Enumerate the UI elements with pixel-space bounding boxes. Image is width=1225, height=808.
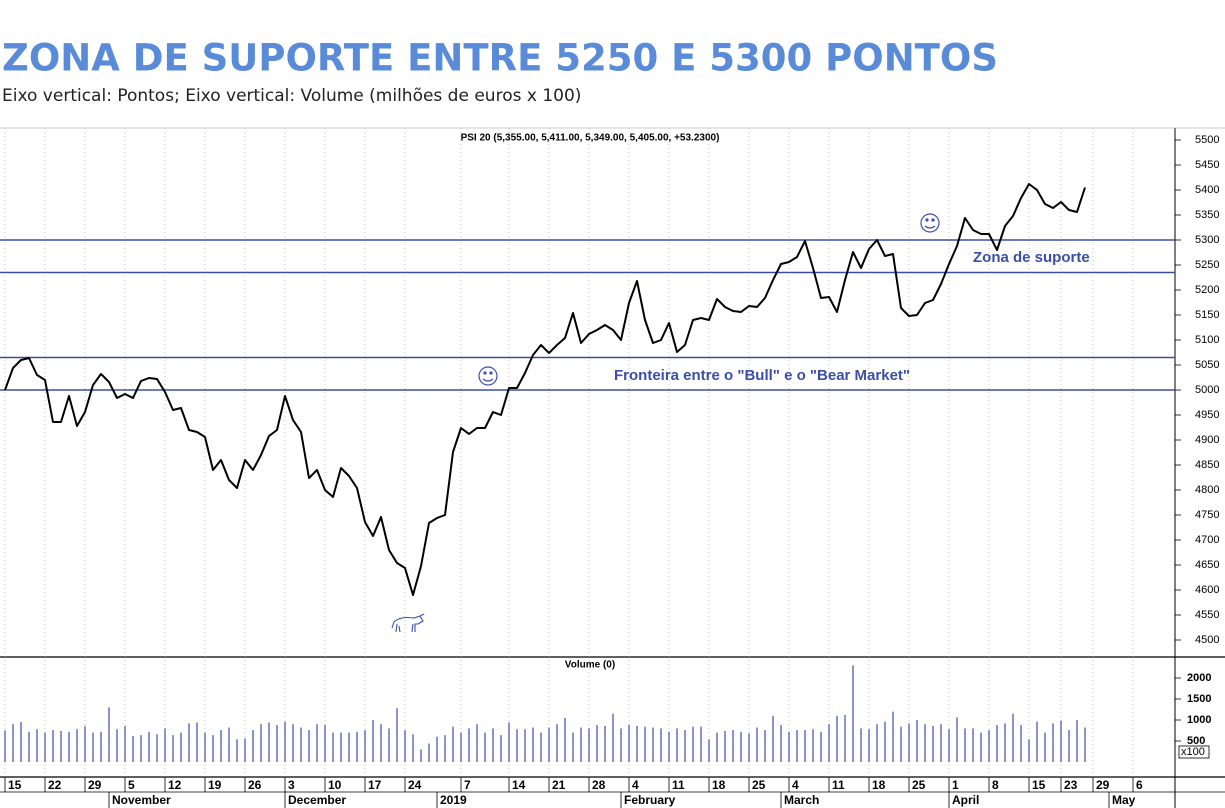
y-tick-label: 4800 [1195,484,1219,496]
x-tick-label: 23 [1064,778,1078,792]
y-tick-label: 5300 [1195,234,1219,246]
y-tick-label: 1500 [1187,693,1211,705]
x-tick-label: 8 [992,778,999,792]
bull-icon [391,613,425,633]
x-tick-label: 25 [752,778,766,792]
month-label: 2019 [440,793,467,807]
y-tick-label: 5000 [1195,384,1219,396]
y-tick-label: 4700 [1195,534,1219,546]
volume-title: Volume (0) [565,660,615,671]
month-label: November [112,793,171,807]
x-tick-label: 24 [408,778,422,792]
annotation: Zona de suporte [973,249,1090,266]
x-tick-label: 11 [832,778,845,792]
y-tick-label: 4550 [1195,609,1219,621]
x-tick-label: 18 [872,778,886,792]
chart-title: ZONA DE SUPORTE ENTRE 5250 E 5300 PONTOS [2,37,998,80]
month-label: March [784,793,819,807]
month-label: February [624,793,676,807]
x-tick-label: 22 [48,778,62,792]
x-tick-label: 7 [464,778,471,792]
y-tick-label: 5500 [1195,134,1219,146]
y-tick-label: 5150 [1195,309,1219,321]
y-tick-label: 4600 [1195,584,1219,596]
x-tick-label: 5 [128,778,135,792]
unit-box [1178,745,1210,759]
y-tick-label: 4950 [1195,409,1219,421]
x-tick-label: 3 [288,778,295,792]
y-tick-label: 5350 [1195,209,1219,221]
x-tick-label: 12 [168,778,182,792]
smiley-icon [478,366,498,386]
x-tick-label: 10 [328,778,342,792]
x-tick-label: 11 [672,778,685,792]
price-line [4,183,1086,596]
y-tick-label: 4850 [1195,459,1219,471]
x-tick-label: 1 [952,778,959,792]
y-tick-label: 5400 [1195,184,1219,196]
y-tick-label: 4650 [1195,559,1219,571]
y-tick-label: 1000 [1187,714,1211,726]
x-tick-label: 6 [1136,778,1143,792]
x-tick-label: 21 [552,778,566,792]
month-label: May [1112,793,1136,807]
x-tick-label: 29 [1096,778,1110,792]
y-tick-label: 4900 [1195,434,1219,446]
y-tick-label: 5250 [1195,259,1219,271]
volume-unit: x100 [1181,746,1205,758]
x-tick-label: 15 [8,778,22,792]
x-tick-label: 28 [592,778,606,792]
x-tick-label: 14 [512,778,526,792]
y-tick-label: 2000 [1187,672,1211,684]
x-tick-label: 4 [632,778,639,792]
x-tick-label: 4 [792,778,799,792]
x-tick-label: 29 [88,778,102,792]
x-tick-label: 25 [912,778,926,792]
y-tick-label: 5200 [1195,284,1219,296]
y-tick-label: 5100 [1195,334,1219,346]
month-label: December [288,793,346,807]
y-tick-label: 5050 [1195,359,1219,371]
x-tick-label: 26 [248,778,262,792]
smiley-icon [920,213,940,233]
x-tick-label: 17 [368,778,382,792]
y-tick-label: 500 [1187,735,1205,747]
x-tick-label: 18 [712,778,726,792]
y-tick-label: 4750 [1195,509,1219,521]
x-tick-label: 19 [208,778,222,792]
month-label: April [952,793,979,807]
chart-header: PSI 20 (5,355.00, 5,411.00, 5,349.00, 5,… [461,133,720,144]
annotation: Fronteira entre o "Bull" e o "Bear Marke… [614,367,910,384]
y-tick-label: 5450 [1195,159,1219,171]
chart-subtitle: Eixo vertical: Pontos; Eixo vertical: Vo… [2,86,581,106]
y-tick-label: 4500 [1195,634,1219,646]
x-tick-label: 15 [1032,778,1046,792]
